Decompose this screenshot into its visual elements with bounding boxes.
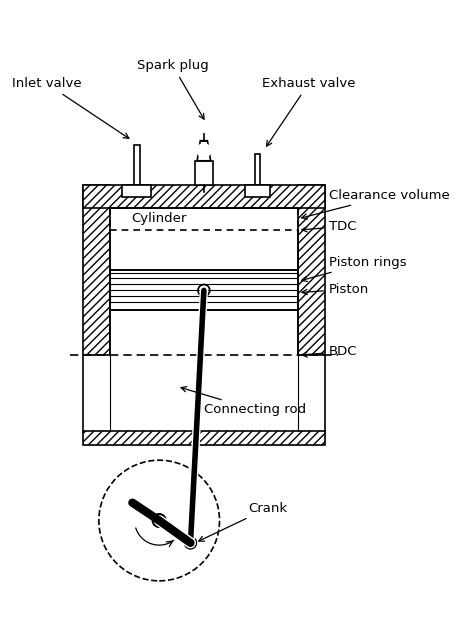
Text: Clearance volume: Clearance volume: [302, 189, 450, 219]
Text: Piston rings: Piston rings: [302, 256, 407, 281]
Bar: [134, 145, 139, 186]
Bar: [122, 186, 151, 196]
Bar: [195, 161, 213, 186]
Bar: [110, 270, 298, 310]
Bar: [245, 186, 270, 196]
Polygon shape: [197, 141, 210, 161]
Circle shape: [185, 537, 196, 549]
Text: Spark plug: Spark plug: [137, 59, 209, 119]
Bar: [83, 186, 110, 355]
Bar: [255, 154, 260, 186]
Bar: [83, 431, 325, 445]
Bar: [83, 186, 325, 207]
Text: TDC: TDC: [302, 220, 356, 233]
Bar: [298, 186, 325, 355]
Text: Connecting rod: Connecting rod: [181, 387, 306, 416]
Text: Piston: Piston: [302, 283, 369, 296]
Text: Inlet valve: Inlet valve: [12, 77, 129, 138]
Text: Exhaust valve: Exhaust valve: [262, 77, 356, 146]
Text: Cylinder: Cylinder: [131, 212, 187, 225]
Circle shape: [198, 284, 210, 296]
Circle shape: [153, 514, 166, 527]
Text: BDC: BDC: [302, 345, 357, 358]
Circle shape: [197, 144, 210, 157]
Text: Crank: Crank: [199, 502, 288, 542]
